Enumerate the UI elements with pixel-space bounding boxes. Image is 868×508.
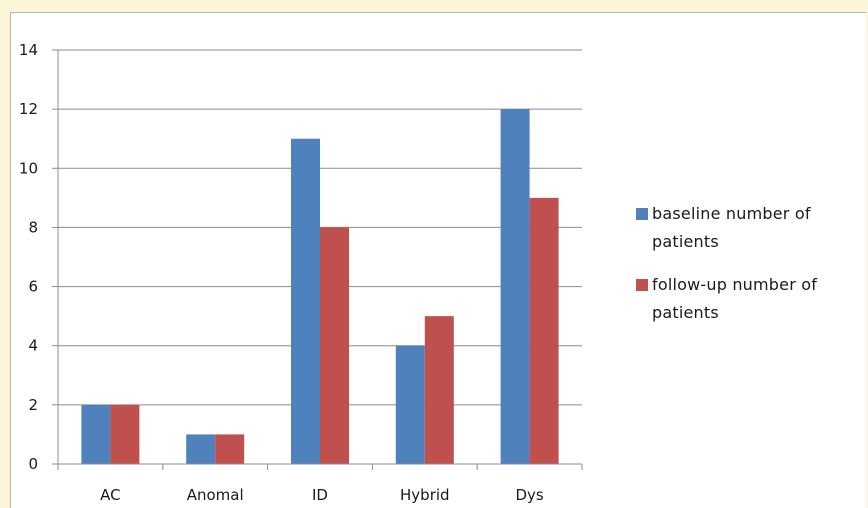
y-tick-label: 8 — [28, 218, 38, 236]
legend-label-baseline: baseline number of patients — [652, 204, 811, 251]
bar-baseline — [291, 138, 320, 464]
bar-baseline — [500, 109, 530, 465]
bar-follow-up — [320, 227, 349, 464]
y-tick-label: 4 — [28, 337, 38, 355]
x-tick-labels: AC Anomal ID Hybrid Dys — [100, 486, 544, 504]
legend-item-follow-up: follow-up number of patients — [636, 271, 866, 327]
y-tick-label: 0 — [28, 455, 38, 473]
x-tick-label: ID — [312, 486, 328, 504]
x-tick-label: Anomal — [187, 486, 244, 504]
y-tick-label: 2 — [28, 396, 38, 414]
bar-follow-up — [424, 316, 454, 464]
legend-label-follow-up: follow-up number of patients — [652, 275, 818, 322]
legend-item-baseline: baseline number of patients — [636, 200, 866, 256]
bar-follow-up — [215, 434, 245, 464]
bar-follow-up — [110, 404, 140, 464]
bar-baseline — [186, 434, 216, 464]
y-tick-label: 14 — [19, 41, 38, 59]
bars — [81, 109, 559, 465]
y-tick-labels: 0 2 4 6 8 10 12 14 — [19, 41, 38, 473]
axes — [52, 49, 583, 470]
bar-baseline — [81, 404, 111, 464]
x-tick-label: Dys — [515, 486, 543, 504]
x-tick-label: Hybrid — [400, 486, 450, 504]
y-tick-label: 10 — [19, 159, 38, 177]
bar-follow-up — [529, 197, 559, 464]
legend-swatch-baseline — [636, 208, 648, 220]
legend: baseline number of patients follow-up nu… — [636, 200, 866, 342]
y-tick-label: 6 — [28, 278, 38, 296]
y-tick-label: 12 — [19, 100, 38, 118]
x-tick-label: AC — [100, 486, 120, 504]
legend-swatch-follow-up — [636, 279, 648, 291]
bar-baseline — [395, 345, 425, 464]
